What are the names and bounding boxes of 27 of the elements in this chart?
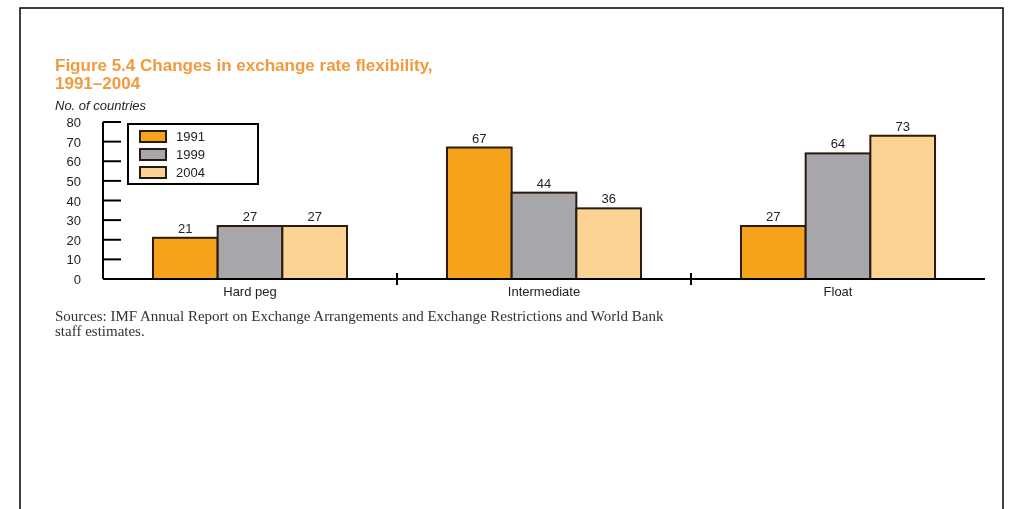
y-tick-label: 10 [66, 252, 81, 268]
y-tick-label: 60 [66, 154, 81, 170]
data-label: 36 [601, 191, 616, 207]
x-tick-label: Intermediate [507, 284, 581, 299]
legend-label: 1991 [176, 129, 205, 144]
y-tick-label: 20 [66, 232, 81, 248]
chart-title: Figure 5.4 Changes in exchange rate flexibility, 1991–2004 [55, 56, 433, 93]
source-note: Sources: IMF Annual Report on Exchange Arrangements and Exchange Restrictions and World Bank staff estimates. [55, 308, 664, 339]
y-axis-title: No. of countries [55, 98, 147, 113]
legend-label: 1999 [176, 147, 205, 162]
data-label: 73 [895, 118, 910, 134]
data-label: 67 [472, 130, 487, 146]
data-label: 44 [536, 175, 552, 191]
y-tick-label: 30 [66, 213, 81, 229]
data-label: 27 [307, 209, 322, 225]
data-label: 27 [766, 209, 781, 225]
y-tick-label: 50 [66, 173, 81, 189]
y-tick-label: 80 [66, 115, 81, 130]
x-tick-label: Float [823, 284, 853, 299]
x-tick-label: Hard peg [223, 284, 277, 299]
y-tick-label: 70 [66, 134, 81, 150]
y-tick-label: 0 [73, 272, 81, 287]
y-tick-label: 40 [66, 193, 81, 209]
data-label: 64 [830, 136, 846, 152]
legend-label: 2004 [176, 165, 205, 180]
data-label: 27 [242, 209, 258, 225]
data-label: 21 [178, 220, 193, 236]
